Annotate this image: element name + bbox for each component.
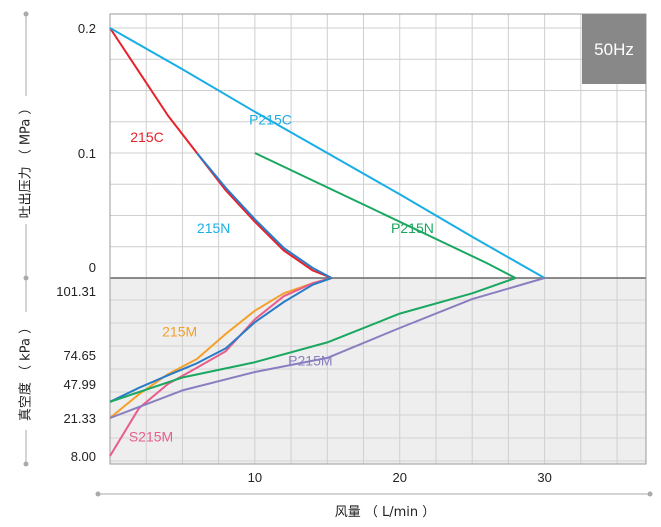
grid <box>110 14 646 464</box>
pressure-tick-labels: 0.2 0.1 0 <box>78 21 96 275</box>
vacuum-tick-label: 8.00 <box>71 449 96 464</box>
x-bracket-right-dot <box>647 491 653 497</box>
x-tick-labels: 10 20 30 <box>248 470 552 485</box>
vacuum-region-background <box>110 278 646 464</box>
badge-label: 50Hz <box>594 40 634 59</box>
x-tick-label: 20 <box>392 470 406 485</box>
pressure-axis-title: 吐出压力 （ MPa ） <box>19 102 34 219</box>
vacuum-tick-label: 47.99 <box>63 377 96 392</box>
vacuum-axis-title: 真空度 （ kPa ） <box>18 321 34 421</box>
series-line-vacuum-p215m <box>109 277 545 419</box>
vacuum-tick-labels: 101.31 74.65 47.99 21.33 8.00 <box>56 284 96 464</box>
vacuum-bracket-bottom-dot <box>23 461 29 467</box>
vacuum-label-mask <box>12 312 40 430</box>
series-line-vacuum-s215m <box>109 277 332 457</box>
x-axis-title: 风量 （ L/min ） <box>335 505 436 520</box>
pressure-tick-label: 0.2 <box>78 21 96 36</box>
series-label-s215m: S215M <box>129 429 173 445</box>
series-label-p215m: P215M <box>288 352 332 368</box>
series-line-pressure-p215n <box>254 152 517 279</box>
series-label-215n: 215N <box>197 220 230 236</box>
series-line-vacuum-unnamed <box>109 277 332 403</box>
pressure-tick-label: 0.1 <box>78 146 96 161</box>
frequency-badge: 50Hz <box>582 14 646 84</box>
pressure-label-mask <box>12 96 40 224</box>
series-group <box>109 27 546 457</box>
pressure-tick-label: 0 <box>89 260 96 275</box>
series-label-215c: 215C <box>130 129 163 145</box>
series-labels: 215C P215C 215N P215N 215M P215M S215M <box>129 111 434 444</box>
vacuum-tick-label: 74.65 <box>63 348 96 363</box>
badge-background <box>582 14 646 84</box>
series-line-vacuum-unnamed <box>109 277 516 403</box>
series-label-p215c: P215C <box>249 111 292 127</box>
vacuum-tick-label: 101.31 <box>56 284 96 299</box>
series-line-pressure-215n <box>196 152 333 279</box>
pressure-bracket-top-dot <box>23 11 29 17</box>
plot-frame <box>109 13 647 465</box>
x-bracket-left-dot <box>95 491 101 497</box>
series-line-pressure-215c <box>109 27 332 279</box>
x-tick-label: 30 <box>537 470 551 485</box>
series-label-215m: 215M <box>162 324 197 340</box>
pressure-bracket-bottom-dot <box>23 275 29 281</box>
x-tick-label: 10 <box>248 470 262 485</box>
x-label-mask <box>320 502 450 524</box>
series-label-p215n: P215N <box>391 220 434 236</box>
series-line-pressure-p215c <box>109 27 546 279</box>
vacuum-tick-label: 21.33 <box>63 411 96 426</box>
